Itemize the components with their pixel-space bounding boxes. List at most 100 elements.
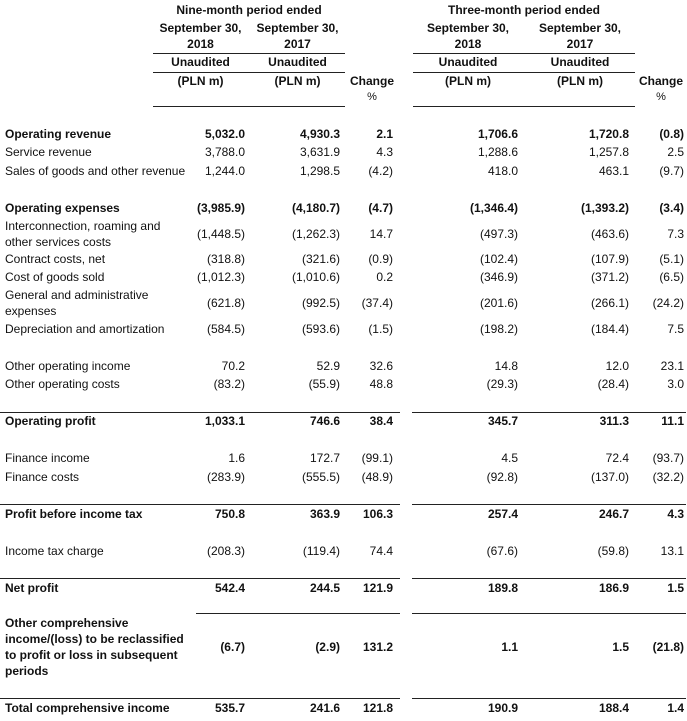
section-rule bbox=[412, 613, 686, 614]
three-month-2018-value: (29.3) bbox=[486, 377, 518, 391]
nine-month-2017-value: (555.5) bbox=[301, 470, 340, 484]
three-month-change-header: Change bbox=[638, 74, 683, 88]
nine-month-2017-value: (321.6) bbox=[301, 252, 340, 266]
three-month-2018-value: 190.9 bbox=[487, 701, 518, 715]
nine-month-2017-audit: Unaudited bbox=[268, 55, 327, 69]
nine-month-change-header: Change bbox=[349, 74, 394, 88]
nine-month-change-value: (37.4) bbox=[361, 296, 393, 310]
row-label: Total comprehensive income bbox=[5, 701, 170, 715]
nine-month-2018-value: (1,012.3) bbox=[196, 270, 245, 284]
nine-month-2017-unit: (PLN m) bbox=[274, 74, 321, 88]
three-month-change-value: (0.8) bbox=[659, 127, 684, 141]
header-rule bbox=[153, 53, 345, 54]
three-month-change-value: 11.1 bbox=[661, 414, 684, 428]
three-month-2018-value: 257.4 bbox=[487, 507, 518, 521]
nine-month-2017-value: (119.4) bbox=[302, 544, 340, 558]
row-label: Income tax charge bbox=[5, 544, 104, 558]
section-rule bbox=[0, 504, 400, 505]
three-month-2018-value: (102.4) bbox=[479, 252, 518, 266]
three-month-2018-value: 189.8 bbox=[487, 581, 518, 595]
three-month-change-value: 4.3 bbox=[667, 507, 684, 521]
three-month-2017-unit: (PLN m) bbox=[557, 74, 603, 88]
section-rule bbox=[0, 698, 400, 699]
row-label: Interconnection, roaming and other servi… bbox=[5, 218, 161, 249]
three-month-title: Three-month period ended bbox=[447, 3, 600, 17]
nine-month-2017-value: 1,298.5 bbox=[299, 164, 340, 178]
three-month-change-value: 1.4 bbox=[667, 701, 684, 715]
three-month-2017-value: 311.3 bbox=[599, 414, 629, 428]
three-month-2018-header: September 30, 2018 bbox=[426, 21, 510, 51]
nine-month-change-value: 74.4 bbox=[369, 544, 393, 558]
three-month-2017-value: (28.4) bbox=[597, 377, 629, 391]
three-month-2018-value: 1,706.6 bbox=[477, 127, 518, 141]
nine-month-change-value: 48.8 bbox=[369, 377, 393, 391]
nine-month-2018-value: 70.2 bbox=[221, 359, 245, 373]
three-month-2018-value: 1.1 bbox=[501, 639, 518, 654]
row-label: Depreciation and amortization bbox=[5, 322, 165, 336]
three-month-change-value: (32.2) bbox=[652, 470, 684, 484]
three-month-change-value: (93.7) bbox=[652, 451, 684, 465]
nine-month-change-value: 121.9 bbox=[362, 581, 393, 595]
nine-month-2017-value: 244.5 bbox=[309, 581, 340, 595]
nine-month-2017-value: (55.9) bbox=[308, 377, 340, 391]
row-label: Contract costs, net bbox=[5, 252, 106, 266]
section-rule bbox=[196, 613, 400, 614]
nine-month-2018-value: (83.2) bbox=[213, 377, 245, 391]
nine-month-change-value: 38.4 bbox=[369, 414, 393, 428]
nine-month-change-value: 121.8 bbox=[362, 701, 393, 715]
nine-month-2018-value: 5,032.0 bbox=[204, 127, 245, 141]
nine-month-2017-value: (1,262.3) bbox=[291, 226, 340, 241]
section-rule bbox=[412, 698, 686, 699]
nine-month-change-value: (0.9) bbox=[368, 252, 393, 266]
three-month-2017-value: (371.2) bbox=[590, 270, 629, 284]
row-label: Other operating costs bbox=[5, 377, 120, 391]
nine-month-2017-value: 3,631.9 bbox=[299, 145, 340, 159]
three-month-change-unit: % bbox=[656, 91, 666, 103]
three-month-2017-value: 72.4 bbox=[605, 451, 629, 465]
section-rule bbox=[0, 412, 400, 413]
three-month-2018-value: (1,346.4) bbox=[469, 201, 518, 215]
three-month-2017-value: (184.4) bbox=[590, 322, 629, 336]
nine-month-2018-value: (621.8) bbox=[206, 296, 245, 310]
row-label: Net profit bbox=[5, 581, 59, 595]
nine-month-2018-value: (318.8) bbox=[206, 252, 245, 266]
three-month-change-value: (5.1) bbox=[659, 252, 684, 266]
nine-month-2018-value: (208.3) bbox=[206, 544, 245, 558]
nine-month-2018-value: 750.8 bbox=[214, 507, 245, 521]
nine-month-2017-value: (1,010.6) bbox=[291, 270, 340, 284]
three-month-change-value: (6.5) bbox=[659, 270, 684, 284]
section-rule bbox=[0, 578, 400, 579]
three-month-2017-value: 188.4 bbox=[598, 701, 629, 715]
nine-month-2017-value: (2.9) bbox=[315, 639, 340, 654]
three-month-2018-value: 418.0 bbox=[487, 164, 518, 178]
three-month-change-value: (24.2) bbox=[652, 296, 684, 310]
nine-month-change-value: (99.1) bbox=[361, 451, 393, 465]
nine-month-2018-unit: (PLN m) bbox=[177, 74, 224, 88]
nine-month-change-value: (4.2) bbox=[368, 164, 393, 178]
three-month-2018-value: 4.5 bbox=[501, 451, 518, 465]
three-month-2018-value: (497.3) bbox=[479, 226, 518, 241]
three-month-2017-value: 1,257.8 bbox=[588, 145, 629, 159]
three-month-2017-value: 12.0 bbox=[605, 359, 629, 373]
nine-month-2018-value: 1.6 bbox=[228, 451, 245, 465]
three-month-change-value: 1.5 bbox=[667, 581, 684, 595]
nine-month-2017-value: (992.5) bbox=[301, 296, 340, 310]
three-month-2017-value: (1,393.2) bbox=[580, 201, 629, 215]
three-month-2017-value: (463.6) bbox=[590, 226, 629, 241]
nine-month-2018-value: (6.7) bbox=[220, 639, 245, 654]
nine-month-change-value: (48.9) bbox=[361, 470, 393, 484]
three-month-2018-value: (201.6) bbox=[479, 296, 518, 310]
nine-month-2018-value: 542.4 bbox=[214, 581, 245, 595]
nine-month-change-value: 32.6 bbox=[369, 359, 393, 373]
nine-month-change-value: 2.1 bbox=[376, 127, 393, 141]
nine-month-2017-value: (593.6) bbox=[301, 322, 340, 336]
three-month-2017-value: 1,720.8 bbox=[588, 127, 629, 141]
nine-month-2018-audit: Unaudited bbox=[171, 55, 230, 69]
nine-month-2017-value: 363.9 bbox=[309, 507, 340, 521]
three-month-change-value: 2.5 bbox=[667, 145, 684, 159]
nine-month-2018-value: (1,448.5) bbox=[196, 226, 245, 241]
section-rule bbox=[412, 578, 686, 579]
three-month-change-value: (21.8) bbox=[652, 639, 684, 654]
section-rule bbox=[412, 504, 686, 505]
nine-month-2017-value: 746.6 bbox=[309, 414, 340, 428]
